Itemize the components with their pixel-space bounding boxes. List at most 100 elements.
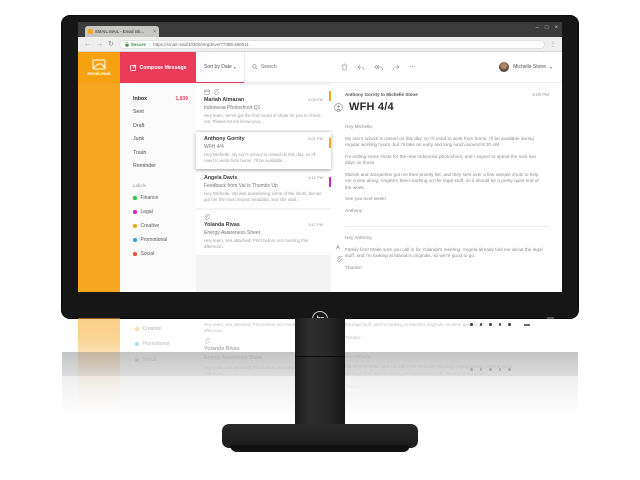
sidebar-item-draft[interactable]: Draft	[120, 119, 196, 133]
maximize-button[interactable]: □	[544, 25, 549, 31]
search-icon	[252, 64, 258, 70]
browser-menu-icon[interactable]: ⋮	[550, 41, 556, 48]
email-subject: WFH 4/4	[204, 143, 224, 150]
folder-label: Trash	[133, 149, 147, 156]
search-input[interactable]	[260, 64, 321, 70]
power-indicator	[547, 317, 554, 319]
compose-button[interactable]: Compose Message	[120, 52, 196, 83]
sidebar-label-social[interactable]: Social	[120, 247, 196, 261]
mail-app: smail.mail Compose Message Inbox 1,939 S…	[78, 52, 562, 292]
avatar	[499, 62, 510, 72]
email-list-item-selected[interactable]: Anthony Gorrity 5:01 PM WFH 4/4 Hey Mich…	[196, 132, 331, 169]
url-separator: |	[148, 41, 151, 47]
mail-time: 5:06 PM	[532, 92, 549, 97]
reply-tools: A	[336, 245, 342, 262]
sidebar-item-trash[interactable]: Trash	[120, 146, 196, 160]
search-box[interactable]	[245, 64, 331, 70]
email-list-item[interactable]: Yolanda Rivas 3:47 PM Energy Awareness S…	[196, 210, 331, 255]
label-name: Finance	[140, 195, 159, 201]
refresh-icon[interactable]: ↻	[108, 40, 114, 48]
sidebar-item-reminder[interactable]: Reminder	[120, 160, 196, 174]
email-preview: Hey team, we've got the first round of s…	[204, 113, 321, 124]
url-text: https://smail.mail/10300/mrgdrive/77389.…	[153, 41, 249, 47]
reply-greeting: Hey Anthony,	[345, 235, 373, 240]
mail-subject: WFH 4/4	[349, 101, 394, 113]
label-name: Legal	[140, 209, 153, 215]
sort-dropdown[interactable]: Sort by Date ▾	[196, 52, 245, 83]
email-sender: Angela Davis	[204, 175, 238, 181]
close-button[interactable]: ×	[554, 25, 558, 31]
sidebar-label-finance[interactable]: Finance	[120, 191, 196, 205]
creative-label-bar	[329, 138, 331, 148]
reply-icon	[357, 64, 365, 70]
reply-divider	[345, 226, 549, 227]
email-sender: Mariah Almazan	[204, 97, 245, 103]
stand-seam	[295, 356, 345, 357]
body-paragraph: Anthony	[345, 207, 363, 213]
body-paragraph: I'm editing some shots for the new Indon…	[345, 153, 537, 166]
tab-close-icon[interactable]: ×	[153, 28, 156, 35]
reading-toolbar: ⋯ Michelle Stone ▾	[331, 52, 562, 83]
email-time: 5:01 PM	[308, 136, 323, 141]
attachment-icon	[204, 214, 210, 220]
email-list-item[interactable]: Angela Davis 4:12 PM Feedback from Val i…	[196, 171, 331, 208]
sidebar-label-promotional[interactable]: Promotional	[120, 233, 196, 247]
chevron-down-icon: ▾	[549, 64, 552, 70]
email-time: 4:12 PM	[308, 175, 323, 180]
finance-dot-icon	[133, 196, 137, 200]
trash-icon	[342, 63, 347, 71]
back-icon[interactable]: ←	[84, 40, 91, 48]
format-text-icon[interactable]: A	[336, 245, 340, 251]
account-menu[interactable]: Michelle Stone ▾	[499, 62, 552, 72]
brand-logo[interactable]: smail.mail	[78, 52, 120, 83]
forward-icon[interactable]: →	[96, 40, 103, 48]
browser-tab[interactable]: SMAIL.MAIL - Email inb... ×	[85, 26, 159, 37]
folder-label: Sent	[133, 109, 144, 116]
delete-button[interactable]	[341, 63, 348, 71]
sidebar: Inbox 1,939 Sent Draft Junk Trash Remind…	[120, 83, 196, 292]
sidebar-item-inbox[interactable]: Inbox 1,939	[120, 92, 196, 106]
sidebar-item-junk[interactable]: Junk	[120, 133, 196, 147]
browser-titlebar: SMAIL.MAIL - Email inb... × – □ ×	[78, 22, 562, 37]
body-paragraph: Mariah and Jacqueline got me their prior…	[345, 171, 539, 190]
monitor-stand-base	[222, 424, 418, 452]
more-options-button[interactable]: ⋯	[409, 64, 416, 71]
email-sender: Yolanda Rivas	[204, 222, 240, 228]
folder-label: Reminder	[133, 163, 156, 170]
person-icon	[334, 102, 343, 112]
inbox-unread-count: 1,939	[175, 95, 188, 102]
mail-meta: Anthony Gorrity to Michelle Stone	[345, 92, 418, 97]
label-name: Social	[140, 251, 155, 257]
event-icon	[204, 89, 210, 95]
compose-label: Compose Message	[139, 64, 187, 71]
mail-body: Hey Michelle, My son's school is closed …	[345, 124, 545, 219]
attachment-icon[interactable]	[336, 256, 342, 262]
forward-icon	[392, 64, 400, 70]
creative-dot-icon	[133, 224, 137, 228]
secure-badge: Secure	[125, 42, 146, 47]
reply-thanks: Thanks!	[345, 264, 362, 270]
address-bar[interactable]: Secure | https://smail.mail/10300/mrgdri…	[118, 39, 545, 49]
window-controls: – □ ×	[536, 24, 558, 32]
sidebar-label-legal[interactable]: Legal	[120, 205, 196, 219]
email-list-item[interactable]: Mariah Almazan 5:06 PM Indonesia Photosh…	[196, 85, 331, 130]
email-time: 5:06 PM	[308, 97, 323, 102]
legal-dot-icon	[133, 210, 137, 214]
screen: SMAIL.MAIL - Email inb... × – □ × ← → ↻ …	[78, 22, 562, 292]
tab-favicon-icon	[88, 29, 93, 34]
email-subject: Indonesia Photoshoot Q1	[204, 104, 261, 111]
brand-rail: smail.mail	[78, 52, 120, 292]
secure-label: Secure	[130, 41, 146, 47]
reply-button[interactable]	[357, 64, 365, 71]
sort-active-underline	[196, 81, 244, 83]
email-preview: Hey Michelle, Val was questioning some o…	[204, 191, 322, 202]
forward-button[interactable]	[392, 64, 400, 71]
sidebar-item-sent[interactable]: Sent	[120, 106, 196, 120]
email-list: Mariah Almazan 5:06 PM Indonesia Photosh…	[196, 83, 331, 292]
reply-all-button[interactable]	[374, 64, 383, 71]
sort-label: Sort by Date	[204, 64, 232, 70]
body-paragraph: My son's school is closed on this day, s…	[345, 135, 534, 148]
sidebar-label-creative[interactable]: Creative	[120, 219, 196, 233]
minimize-button[interactable]: –	[535, 25, 539, 31]
reply-compose-area[interactable]: A Hey Anthony, Family first! Make sure y…	[336, 235, 549, 276]
